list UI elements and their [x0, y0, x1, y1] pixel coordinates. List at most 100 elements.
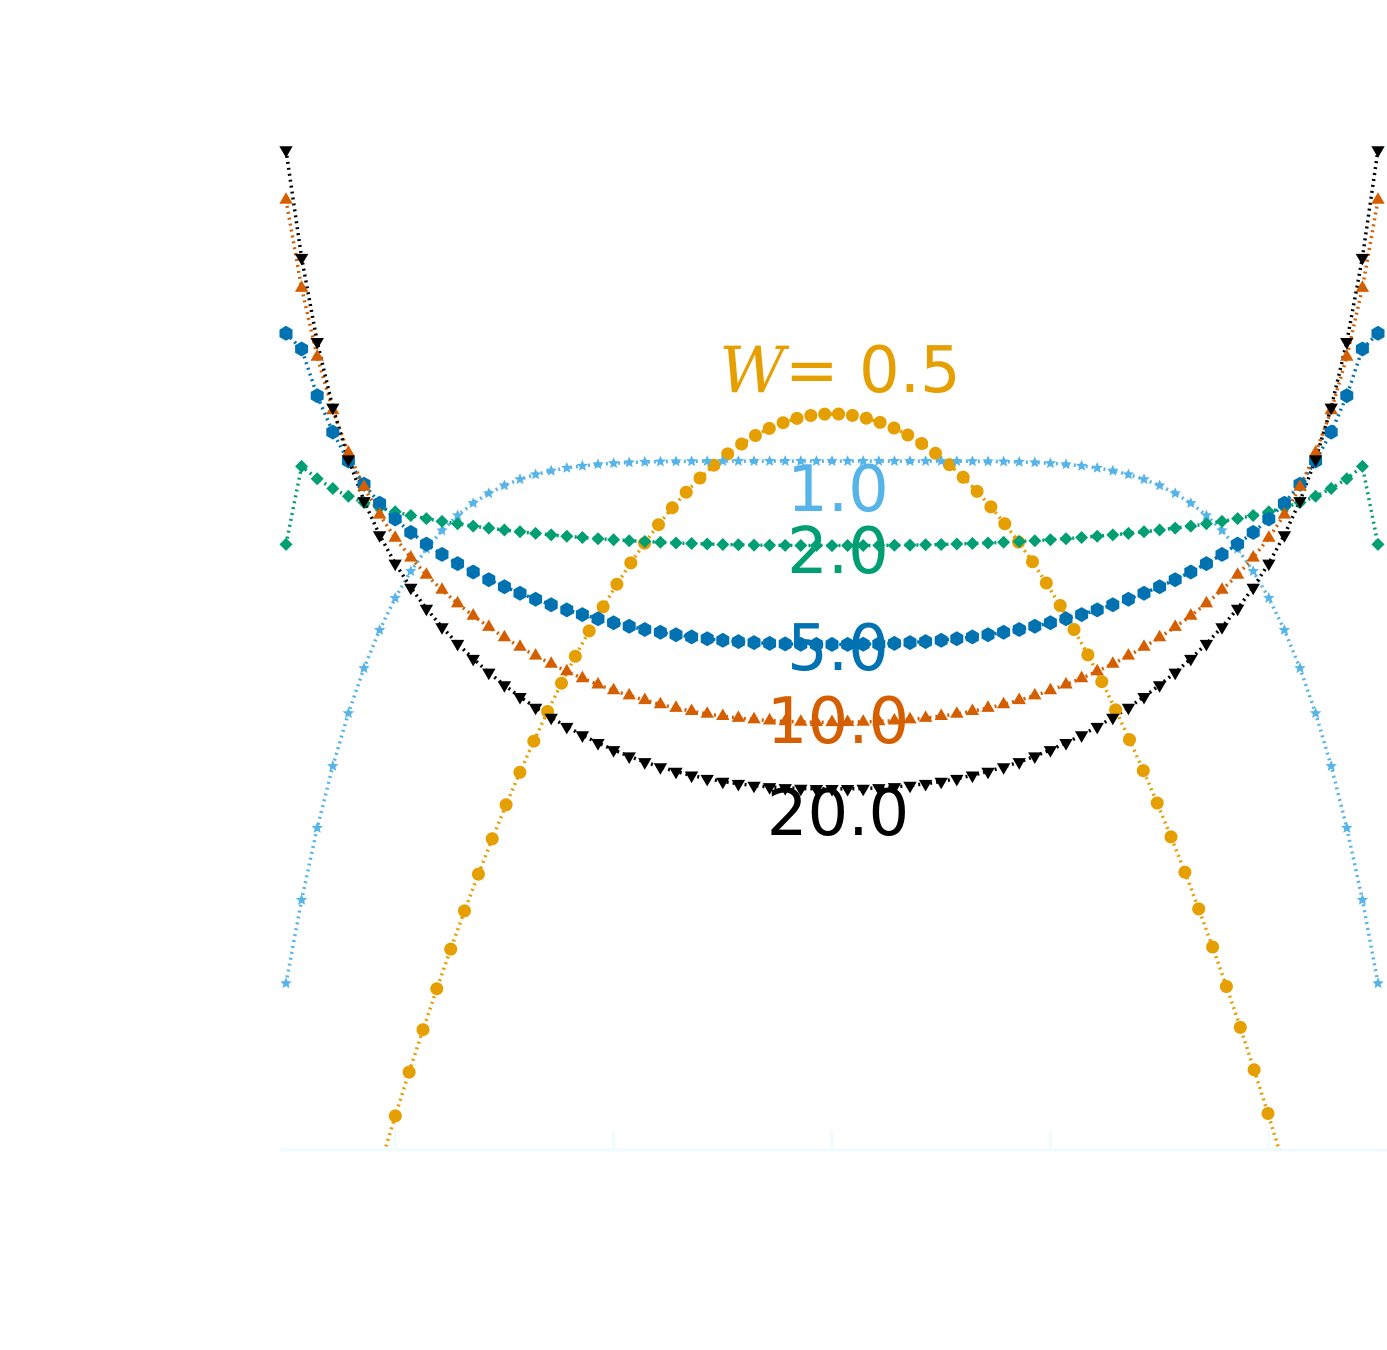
data-point: [638, 622, 652, 637]
data-point: [1325, 760, 1337, 771]
data-point: [1028, 687, 1042, 700]
data-point: [997, 624, 1011, 640]
data-point: [747, 781, 761, 794]
data-point: [591, 676, 605, 689]
data-point: [1317, 1296, 1330, 1309]
data-point: [419, 567, 434, 579]
data-point: [1060, 458, 1072, 470]
data-point: [1199, 639, 1214, 652]
data-point: [903, 635, 917, 651]
data-point: [451, 556, 465, 572]
data-point: [1043, 746, 1058, 758]
data-point: [776, 416, 790, 430]
data-point: [435, 582, 449, 594]
data-point: [279, 146, 293, 158]
data-point: [1340, 472, 1354, 486]
data-point: [998, 517, 1012, 531]
label-w-1-0: 1.0: [787, 453, 889, 527]
data-point: [341, 445, 356, 457]
data-point: [1059, 532, 1073, 546]
data-point: [669, 536, 683, 550]
data-point: [435, 546, 449, 562]
data-point: [872, 636, 886, 652]
data-point: [310, 472, 324, 486]
data-point: [950, 774, 964, 787]
data-point: [747, 538, 761, 552]
data-point: [1184, 564, 1198, 580]
data-point: [1107, 464, 1119, 476]
data-point: [762, 712, 777, 725]
data-point: [310, 388, 324, 404]
data-point: [419, 512, 433, 526]
data-point: [652, 518, 665, 532]
data-point: [529, 526, 543, 540]
data-point: [622, 752, 636, 764]
data-point: [841, 636, 855, 652]
data-point: [1043, 615, 1057, 631]
data-point: [279, 537, 293, 551]
data-point: [1044, 457, 1057, 469]
data-point: [1012, 535, 1026, 548]
data-point: [1121, 526, 1135, 540]
data-point: [653, 696, 668, 709]
data-point: [1340, 349, 1354, 361]
data-point: [1355, 253, 1370, 266]
data-point: [809, 539, 823, 552]
data-point: [607, 457, 620, 469]
data-point: [591, 611, 605, 627]
data-point: [981, 700, 995, 712]
data-point: [778, 636, 792, 652]
data-point: [965, 771, 980, 784]
series-markers-4: [279, 192, 1385, 727]
data-point: [818, 407, 832, 421]
data-point: [1356, 894, 1369, 905]
data-point: [295, 459, 309, 473]
data-point: [513, 693, 527, 705]
data-point: [888, 455, 901, 466]
data-point: [451, 509, 464, 521]
data-point: [919, 538, 933, 552]
data-point: [934, 777, 948, 790]
data-point: [1012, 692, 1026, 705]
data-point: [1091, 462, 1103, 473]
data-point: [606, 682, 621, 695]
data-point: [483, 487, 495, 499]
data-point: [1152, 629, 1167, 642]
data-point: [840, 714, 855, 726]
data-point: [934, 708, 948, 720]
data-point: [528, 648, 543, 660]
data-point: [915, 437, 929, 450]
data-point: [1013, 456, 1025, 467]
data-point: [996, 696, 1011, 709]
data-point: [1059, 611, 1073, 627]
data-point: [1206, 940, 1220, 954]
data-point: [1121, 591, 1135, 607]
data-point: [1106, 528, 1120, 542]
data-point: [1136, 764, 1150, 778]
data-point: [779, 455, 791, 466]
data-point: [1074, 731, 1089, 743]
data-point: [841, 539, 855, 552]
data-point: [499, 798, 513, 812]
data-point: [466, 564, 480, 580]
data-point: [622, 534, 636, 548]
data-point: [513, 639, 527, 651]
data-point: [795, 455, 807, 466]
data-point: [1215, 546, 1229, 562]
data-point: [482, 521, 496, 535]
data-point: [701, 455, 713, 466]
data-point: [575, 607, 589, 623]
data-point: [1059, 739, 1073, 751]
data-point: [654, 455, 667, 467]
data-point: [610, 577, 624, 591]
data-point: [450, 595, 465, 608]
data-point: [872, 713, 886, 726]
data-point: [1168, 619, 1182, 631]
data-point: [341, 455, 356, 467]
data-point: [1075, 531, 1089, 544]
data-point: [1043, 533, 1057, 547]
data-point: [1308, 445, 1323, 457]
data-point: [966, 455, 979, 467]
data-point: [982, 455, 994, 467]
data-point: [970, 484, 984, 498]
